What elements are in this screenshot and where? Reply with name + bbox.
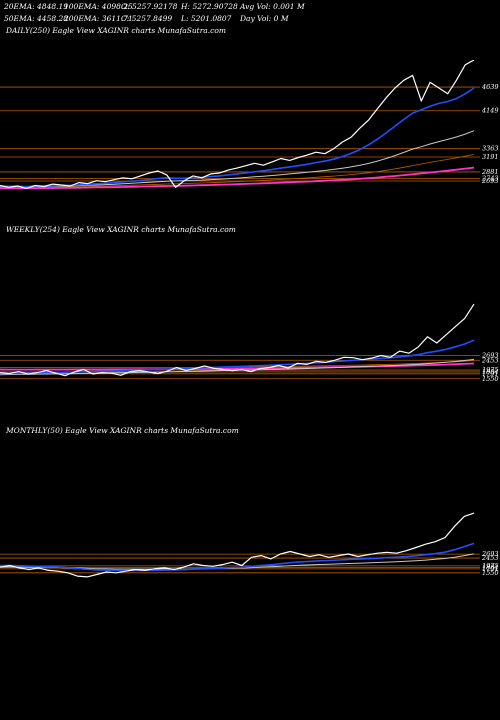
daily-level-label: 2693 bbox=[481, 177, 499, 185]
monthly-price-line bbox=[0, 512, 475, 578]
open-readout: O: 5257.92178 bbox=[121, 2, 178, 11]
weekly-level-label: 1550 bbox=[482, 375, 499, 383]
monthly-chart-title: MONTHLY(50) Eagle View XAGINR charts Mun… bbox=[6, 426, 239, 435]
close-readout: C: 5257.8499 bbox=[121, 14, 173, 23]
ema100-readout: 100EMA: 4098.25 bbox=[64, 2, 133, 11]
weekly-chart-title: WEEKLY(254) Eagle View XAGINR charts Mun… bbox=[6, 225, 236, 234]
weekly-level-label: 1975 bbox=[482, 366, 499, 374]
low-readout: L: 5201.0807 bbox=[181, 14, 232, 23]
weekly-ema200-line bbox=[0, 362, 475, 371]
daily-chart-title: DAILY(250) Eagle View XAGINR charts Muna… bbox=[6, 26, 226, 35]
weekly-ema20-line bbox=[0, 339, 475, 375]
daily-level-label: 2881 bbox=[481, 168, 499, 176]
monthly-level-label: 2453 bbox=[481, 554, 499, 562]
monthly-level-label: 2693 bbox=[481, 550, 499, 558]
monthly-level-label: 1791 bbox=[482, 565, 499, 573]
daily-level-label: 4639 bbox=[481, 83, 499, 91]
weekly-level-label: 1791 bbox=[482, 370, 499, 378]
weekly-level-label: 2453 bbox=[481, 356, 499, 364]
daily-level-label: 4149 bbox=[481, 107, 499, 115]
daily-level-label: 3191 bbox=[482, 153, 499, 161]
high-readout: H: 5272.90728 bbox=[181, 2, 238, 11]
weekly-price-line bbox=[0, 303, 475, 377]
monthly-level-label: 1550 bbox=[482, 569, 499, 577]
monthly-level-label: 1975 bbox=[482, 562, 499, 570]
ema50-readout: 50EMA: 4458.28 bbox=[4, 14, 69, 23]
weekly-level-label: 2693 bbox=[481, 351, 499, 359]
monthly-ema20-line bbox=[0, 542, 475, 572]
day-vol-readout: Day Vol: 0 M bbox=[240, 14, 289, 23]
monthly-level-label: 1884 bbox=[482, 563, 499, 571]
ema20-readout: 20EMA: 4848.19 bbox=[4, 2, 69, 11]
daily-ema100-line bbox=[0, 154, 475, 188]
daily-ema200-line bbox=[0, 166, 475, 190]
weekly-level-label: 1884 bbox=[482, 368, 499, 376]
daily-price-line bbox=[0, 60, 475, 189]
ema200-readout: 200EMA: 3611.71 bbox=[64, 14, 133, 23]
daily-ema20-line bbox=[0, 87, 475, 188]
daily-level-label: 3363 bbox=[482, 145, 499, 153]
avg-vol-readout: Avg Vol: 0.001 M bbox=[240, 2, 305, 11]
daily-level-label: 2743 bbox=[481, 175, 499, 183]
